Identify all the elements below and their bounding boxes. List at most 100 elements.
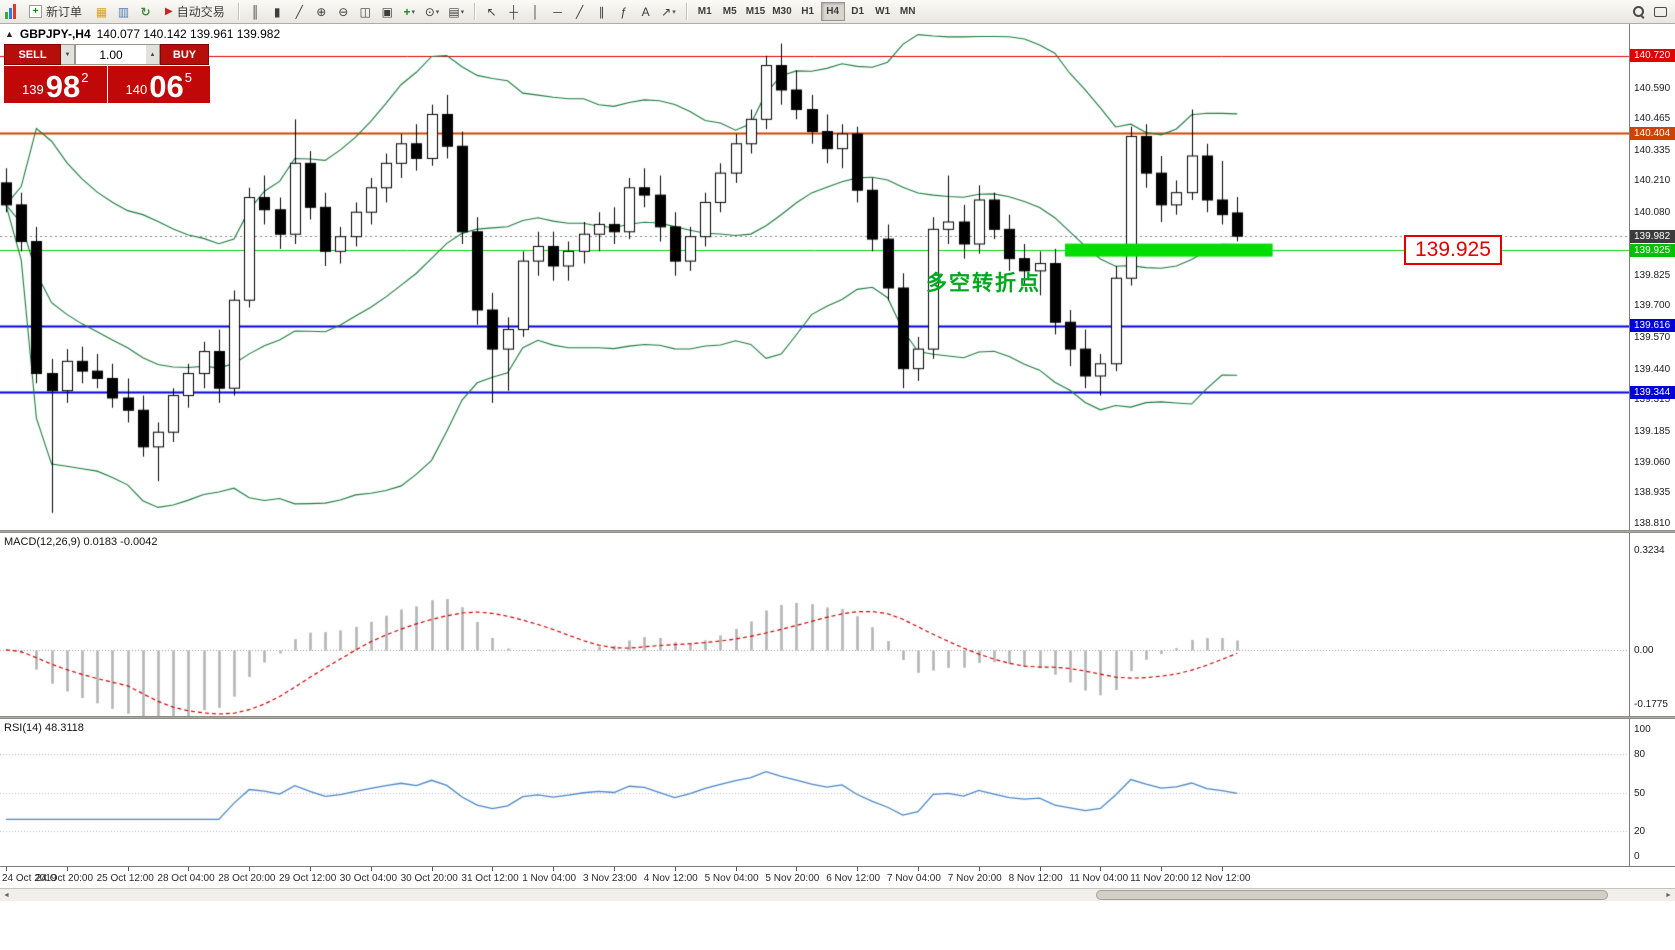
timeframe-M1-button[interactable]: M1	[697, 6, 712, 17]
ohlc-readout: 140.077 140.142 139.961 139.982	[96, 27, 281, 41]
time-label: 5 Nov 04:00	[704, 873, 759, 884]
status-area	[0, 901, 1675, 950]
time-label: 28 Oct 04:00	[157, 873, 215, 884]
line-chart-icon: ╱	[295, 4, 303, 19]
scroll-left-icon[interactable]: ◄	[3, 891, 10, 899]
rsi-label: RSI(14) 48.3118	[4, 722, 84, 734]
toolbar-separator	[237, 3, 239, 20]
buy-button[interactable]: BUY	[160, 44, 209, 65]
sell-price-main: 98	[45, 69, 81, 104]
toolbar-separator	[685, 3, 687, 20]
arrow-tool-icon[interactable]: ↗ ▾	[657, 2, 680, 22]
price-tick: 139.060	[1634, 456, 1671, 468]
buy-price-prefix: 140	[125, 82, 148, 97]
refresh-icon[interactable]: ↻	[135, 2, 156, 22]
rsi-pane: 100 80 50 20 0 RSI(14) 48.3118	[0, 719, 1675, 866]
time-tick	[310, 867, 311, 871]
sell-price-pip: 2	[81, 70, 89, 85]
timeframe-H1-button[interactable]: H1	[801, 6, 815, 17]
trendline-icon[interactable]: ╱	[569, 2, 590, 22]
macd-canvas[interactable]	[0, 533, 1629, 716]
toolbar-separator	[474, 3, 476, 20]
price-tick: 138.810	[1634, 517, 1671, 529]
volume-input[interactable]	[75, 44, 146, 65]
new-order-button[interactable]: + 新订单	[22, 2, 89, 22]
time-label: 24 Oct 20:00	[35, 873, 94, 884]
auto-trading-icon: ▶	[165, 6, 173, 17]
time-tick	[1039, 867, 1041, 871]
volume-down-button[interactable]: ▼	[61, 44, 75, 65]
timeframe-MN-button[interactable]: MN	[899, 6, 916, 17]
tile-windows-icon[interactable]: ◫	[355, 2, 376, 22]
timeframe-W1-button[interactable]: W1	[875, 6, 891, 17]
bar-chart-icon[interactable]: ║	[245, 2, 266, 22]
zoom-out-icon[interactable]: ⊖	[333, 2, 354, 22]
fibonacci-icon[interactable]: ƒ	[613, 2, 634, 22]
time-tick	[614, 867, 615, 871]
sell-button[interactable]: SELL	[4, 44, 61, 65]
chevron-down-icon: ▾	[411, 8, 415, 16]
text-label-icon: A	[641, 4, 650, 19]
time-label: 31 Oct 12:00	[461, 873, 519, 884]
vertical-line-icon[interactable]: │	[525, 2, 546, 22]
zoom-in-icon[interactable]: ⊕	[311, 2, 332, 22]
sell-price-display[interactable]: 139 98 2	[4, 66, 107, 103]
cascade-windows-icon[interactable]: ▣	[377, 2, 398, 22]
chevron-down-icon: ▾	[460, 8, 465, 16]
chat-icon[interactable]	[1650, 2, 1671, 22]
timeframe-M30-button[interactable]: M30	[772, 6, 792, 17]
zoom-out-icon: ⊖	[338, 4, 349, 19]
price-pane: 140.590 140.465 140.335 140.210 140.080 139.8…	[0, 24, 1675, 530]
cursor-icon[interactable]: ↖	[481, 2, 502, 22]
timeframe-M15-button[interactable]: M15	[745, 6, 766, 17]
pane-separator[interactable]	[0, 530, 1675, 533]
time-tick	[188, 867, 190, 871]
horizontal-line-icon[interactable]: ─	[547, 2, 568, 22]
one-click-panel-toggle[interactable]: ▲	[5, 29, 14, 39]
price-tick: 140.335	[1634, 144, 1671, 156]
price-level-label: 139.616	[1630, 319, 1675, 333]
text-label-icon[interactable]: A	[635, 2, 656, 22]
price-tick: 139.315	[1634, 394, 1671, 406]
timeframe-M5-button[interactable]: M5	[722, 6, 737, 17]
candlestick-chart-icon: ▮	[273, 4, 281, 19]
search-icon[interactable]	[1628, 2, 1649, 22]
templates-icon[interactable]: ▤ ▾	[444, 2, 468, 22]
timeframe-D1-button[interactable]: D1	[851, 6, 865, 17]
indicators-icon[interactable]: + ▾	[399, 2, 420, 22]
profiles-icon[interactable]: ▦	[91, 2, 112, 22]
rsi-scale-tick: 20	[1634, 825, 1646, 837]
pane-separator[interactable]	[0, 716, 1675, 719]
price-tick: 140.210	[1634, 175, 1671, 187]
rsi-canvas[interactable]	[0, 719, 1629, 866]
toolbar-right-group	[1628, 2, 1671, 22]
scrollbar-thumb[interactable]	[1096, 890, 1608, 900]
market-watch-icon[interactable]: ▥	[113, 2, 134, 22]
horizontal-scrollbar[interactable]: ◄ ►	[0, 888, 1675, 901]
macd-label: MACD(12,26,9) 0.0183 -0.0042	[4, 536, 158, 548]
timeframe-group: M1 M5 M15 M30 H1 H4 D1 W1 MN	[693, 2, 920, 21]
arrow-tool-icon: ↗	[661, 4, 672, 19]
crosshair-icon[interactable]: ┼	[503, 2, 524, 22]
volume-up-button[interactable]: ▲	[146, 44, 160, 65]
scroll-right-icon[interactable]: ►	[1665, 891, 1672, 899]
macd-scale: 0.3234 0.00 -0.1775	[1629, 533, 1675, 716]
time-label: 25 Oct 12:00	[96, 873, 154, 884]
auto-trading-button[interactable]: ▶ 自动交易	[158, 2, 232, 22]
buy-price-display[interactable]: 140 06 5	[107, 66, 210, 103]
candlestick-chart-icon[interactable]: ▮	[267, 2, 288, 22]
tile-windows-icon: ◫	[359, 4, 371, 19]
time-label: 3 Nov 23:00	[583, 873, 637, 884]
price-scale: 140.590 140.465 140.335 140.210 140.080 139.8…	[1629, 24, 1675, 530]
timeframe-H4-button[interactable]: H4	[820, 2, 845, 21]
periods-icon[interactable]: ⊙ ▾	[421, 2, 444, 22]
rsi-scale-tick: 50	[1634, 787, 1646, 799]
line-chart-icon[interactable]: ╱	[289, 2, 310, 22]
templates-icon: ▤	[448, 4, 460, 19]
refresh-icon: ↻	[140, 4, 151, 19]
price-chart-canvas[interactable]	[0, 24, 1629, 530]
time-label: 6 Nov 12:00	[826, 873, 881, 884]
channel-icon[interactable]: ∥	[591, 2, 612, 22]
rsi-scale: 100 80 50 20 0	[1629, 719, 1675, 866]
new-order-icon: +	[29, 5, 42, 18]
